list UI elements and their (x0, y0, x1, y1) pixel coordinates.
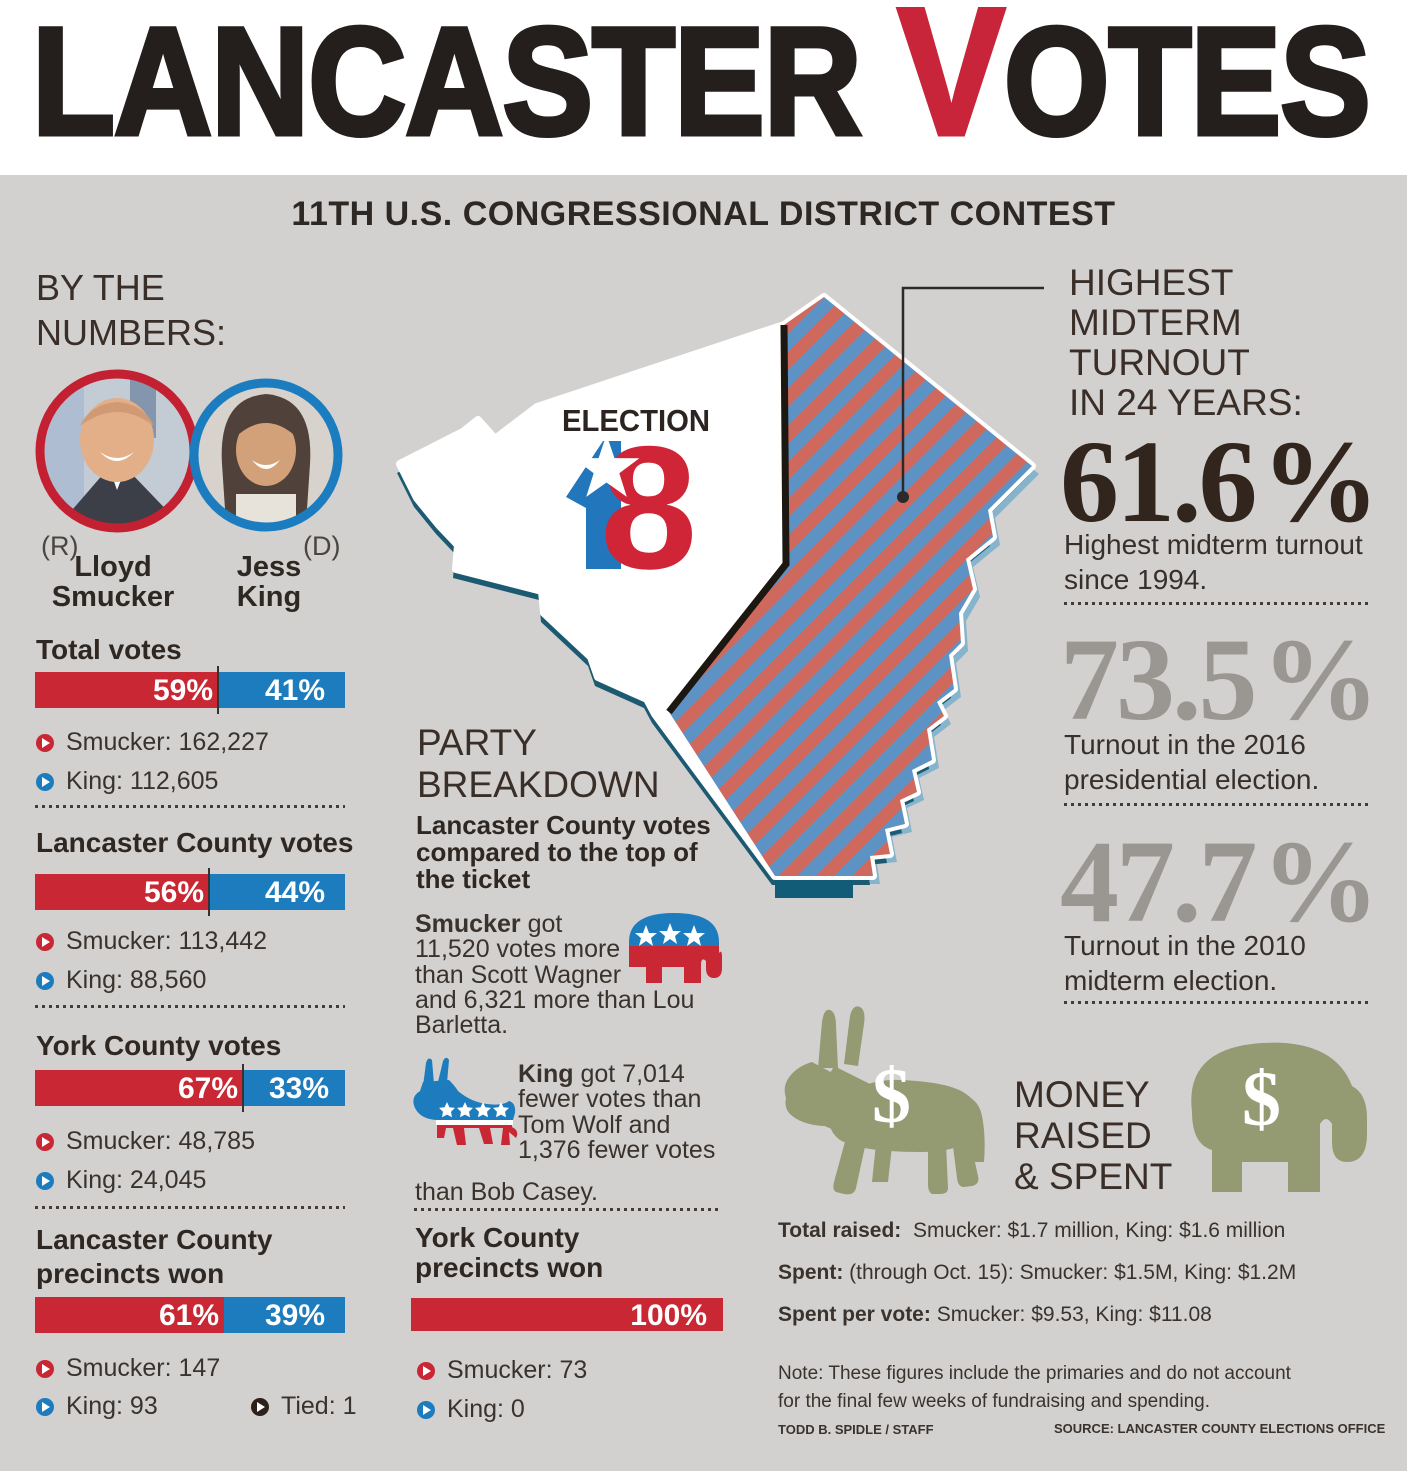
svg-text:$: $ (1242, 1055, 1281, 1142)
svg-text:8: 8 (600, 411, 697, 606)
svg-text:ELECTION: ELECTION (562, 403, 710, 438)
svg-text:$: $ (872, 1052, 911, 1139)
